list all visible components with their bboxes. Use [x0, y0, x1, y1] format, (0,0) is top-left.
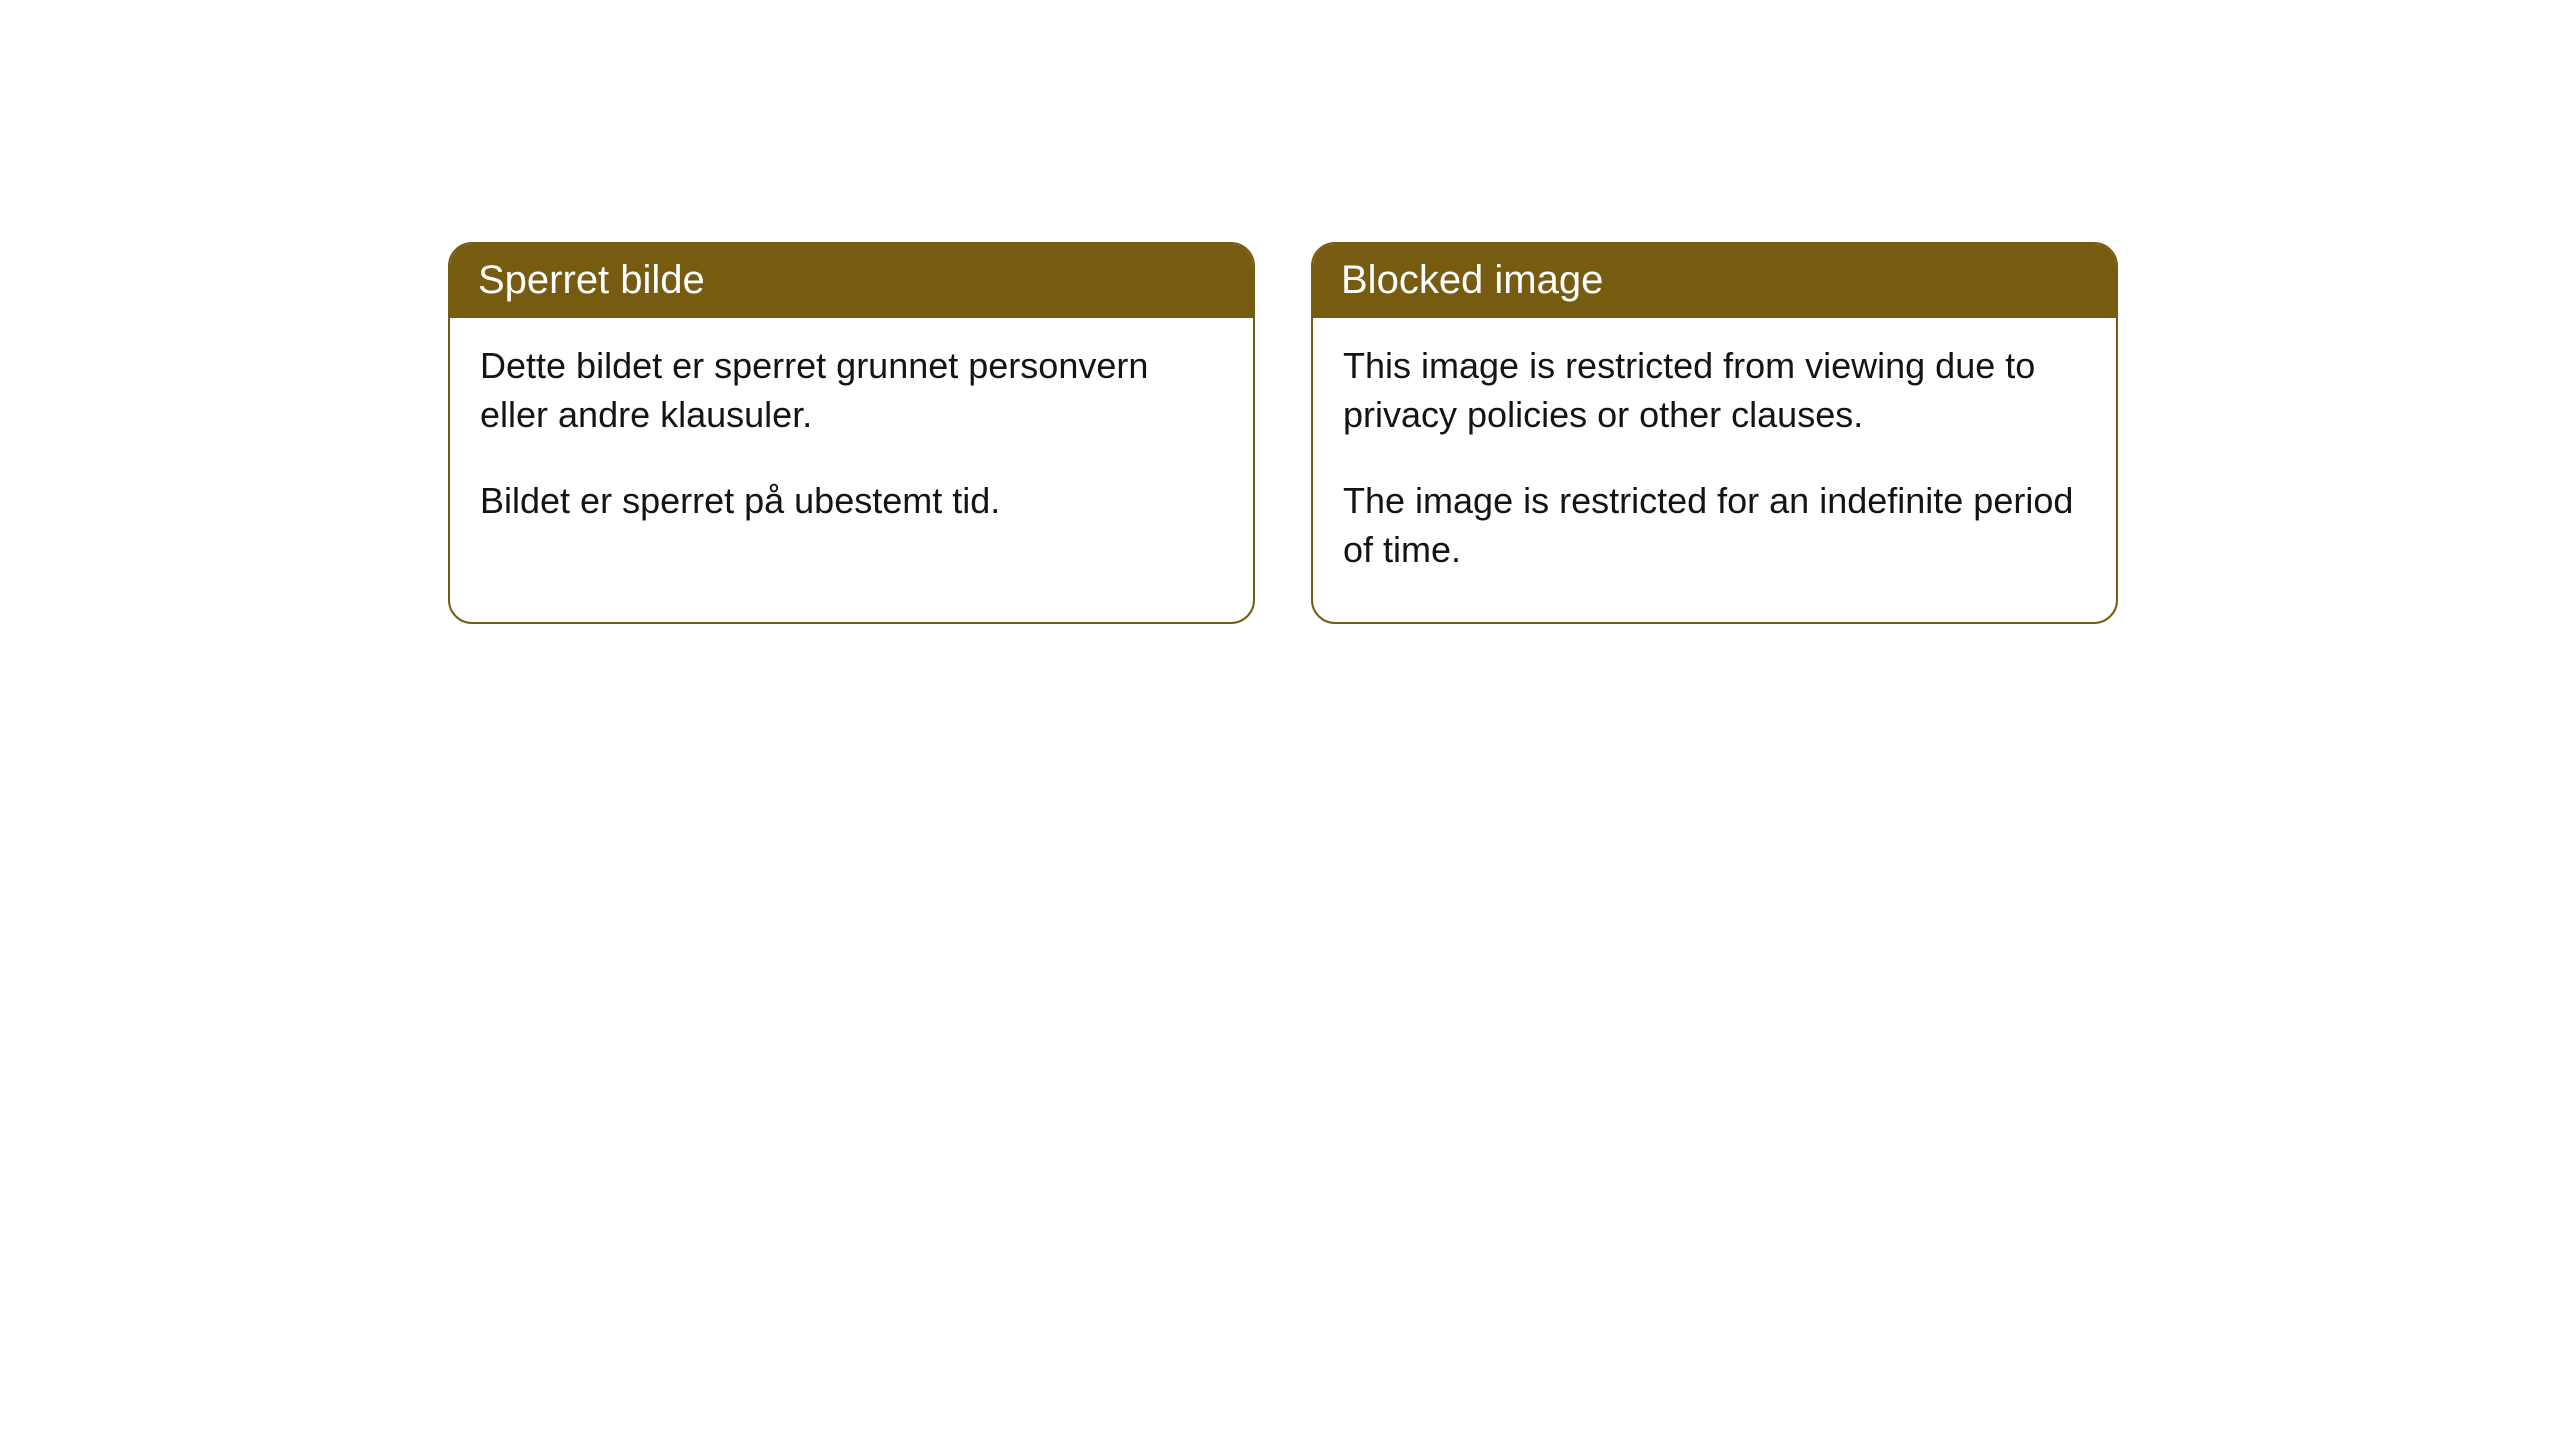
card-paragraph: Bildet er sperret på ubestemt tid. [480, 477, 1223, 526]
card-body: This image is restricted from viewing du… [1313, 318, 2116, 622]
card-header: Blocked image [1313, 244, 2116, 318]
card-header: Sperret bilde [450, 244, 1253, 318]
notice-card-english: Blocked image This image is restricted f… [1311, 242, 2118, 624]
card-paragraph: This image is restricted from viewing du… [1343, 342, 2086, 439]
card-paragraph: Dette bildet er sperret grunnet personve… [480, 342, 1223, 439]
notice-card-norwegian: Sperret bilde Dette bildet er sperret gr… [448, 242, 1255, 624]
card-paragraph: The image is restricted for an indefinit… [1343, 477, 2086, 574]
notice-container: Sperret bilde Dette bildet er sperret gr… [0, 0, 2560, 624]
card-body: Dette bildet er sperret grunnet personve… [450, 318, 1253, 574]
